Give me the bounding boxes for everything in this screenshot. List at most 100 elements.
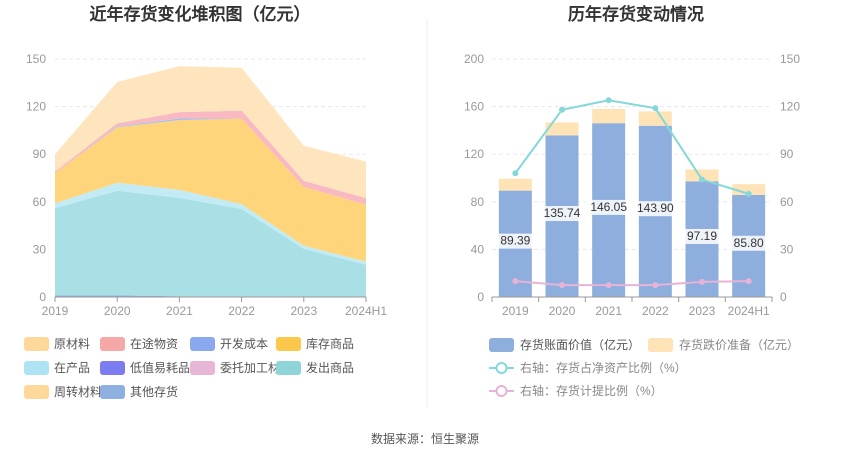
right-x-tick-label: 2021 bbox=[595, 304, 622, 318]
right-x-tick-label: 2023 bbox=[689, 304, 716, 318]
right-y-left-tick-label: 80 bbox=[471, 195, 485, 209]
point-asset-ratio bbox=[605, 97, 612, 104]
left-legend-swatch bbox=[100, 385, 125, 399]
bar-impairment bbox=[732, 184, 766, 195]
right-y-right-tick-label: 30 bbox=[780, 242, 794, 256]
legend-swatch-book-value bbox=[489, 338, 514, 352]
legend-marker-provision-ratio bbox=[495, 385, 508, 397]
legend-label-book-value[interactable]: 存货账面价值（亿元） bbox=[520, 337, 640, 352]
left-x-tick-label: 2019 bbox=[42, 304, 69, 318]
legend-label-provision-ratio[interactable]: 右轴：存货计提比例（%） bbox=[520, 383, 663, 398]
right-axis: 2019 2020 2021 2022 2023 2024H1 bbox=[491, 296, 773, 318]
bar-value-label-bg bbox=[585, 199, 632, 215]
left-x-tick-label: 2021 bbox=[166, 304, 193, 318]
left-x-tick-label: 2022 bbox=[228, 304, 255, 318]
right-line-series bbox=[512, 97, 752, 289]
right-y-left-tick-label: 120 bbox=[464, 147, 484, 161]
left-y-tick-label: 90 bbox=[33, 147, 47, 161]
right-bar-series: 89.39 135.74 146.05 143.90 97.19 85.80 bbox=[495, 108, 769, 297]
bar-value-label-bg bbox=[632, 201, 679, 217]
left-y-tick-label: 30 bbox=[33, 242, 47, 256]
bar-impairment bbox=[685, 169, 719, 182]
point-asset-ratio bbox=[512, 170, 519, 177]
legend-label-impairment[interactable]: 存货跌价准备（亿元） bbox=[679, 337, 799, 352]
point-asset-ratio bbox=[559, 106, 565, 113]
bar-impairment bbox=[592, 108, 626, 124]
right-x-tick-label: 2019 bbox=[502, 304, 529, 318]
left-legend-label[interactable]: 原材料 bbox=[54, 337, 90, 351]
left-y-tick-label: 60 bbox=[33, 195, 47, 209]
left-legend-label[interactable]: 其他存货 bbox=[130, 384, 178, 399]
area-series-3 bbox=[55, 118, 366, 262]
left-legend-swatch bbox=[100, 337, 125, 351]
left-legend-swatch bbox=[276, 337, 301, 351]
right-x-tick-label: 2022 bbox=[642, 304, 669, 318]
bar-impairment bbox=[638, 111, 672, 126]
point-provision-ratio bbox=[605, 282, 612, 289]
point-asset-ratio bbox=[652, 105, 659, 112]
legend-marker-asset-ratio bbox=[495, 362, 508, 374]
right-y-right-tick-label: 120 bbox=[780, 100, 800, 114]
right-y-right-tick-label: 0 bbox=[780, 290, 787, 304]
left-legend-swatch bbox=[190, 337, 215, 351]
left-legend-label[interactable]: 库存商品 bbox=[306, 336, 354, 351]
left-legend-swatch bbox=[276, 361, 301, 375]
stacked-area-chart: 近年存货变化堆积图（亿元） 0 30 60 90 120 150 2019 2020 2021… bbox=[24, 4, 387, 399]
right-x-tick-label: 2020 bbox=[549, 304, 576, 318]
left-legend-label[interactable]: 委托加工材料 bbox=[220, 361, 292, 375]
right-y-right-tick-label: 60 bbox=[780, 195, 794, 209]
bar-value-label: 89.39 bbox=[500, 234, 530, 248]
left-y-tick-label: 120 bbox=[26, 100, 46, 114]
left-x-tick-label: 2023 bbox=[290, 304, 317, 318]
left-legend-label[interactable]: 周转材料 bbox=[54, 384, 102, 399]
point-provision-ratio bbox=[512, 278, 519, 285]
right-y-left-tick-label: 0 bbox=[477, 290, 484, 304]
bar-value-label: 135.74 bbox=[544, 206, 581, 220]
bar-line-chart: 历年存货变动情况 0 40 80 120 160 200 0 30 60 90 120 150 89.… bbox=[464, 4, 800, 398]
point-provision-ratio bbox=[559, 282, 565, 289]
legend-label-asset-ratio[interactable]: 右轴：存货占净资产比例（%） bbox=[520, 360, 687, 375]
area-series-2 bbox=[55, 182, 366, 265]
left-legend-label[interactable]: 在产品 bbox=[54, 361, 90, 375]
left-area-series bbox=[55, 66, 366, 297]
left-y-tick-label: 0 bbox=[39, 290, 46, 304]
point-provision-ratio bbox=[699, 278, 705, 285]
left-legend-swatch bbox=[190, 361, 215, 375]
left-chart-title: 近年存货变化堆积图（亿元） bbox=[90, 4, 311, 24]
area-series-1 bbox=[55, 190, 366, 297]
left-axis: 2019 2020 2021 2022 2023 2024H1 bbox=[42, 296, 387, 318]
source-text: 数据来源：恒生聚源 bbox=[371, 431, 479, 446]
point-provision-ratio bbox=[745, 278, 752, 285]
left-legend-label[interactable]: 开发成本 bbox=[220, 336, 268, 351]
right-y-left-tick-label: 40 bbox=[471, 242, 485, 256]
bar-value-label-bg bbox=[495, 233, 535, 249]
left-legend-label[interactable]: 发出商品 bbox=[306, 360, 354, 375]
area-series-5 bbox=[55, 110, 366, 205]
point-asset-ratio bbox=[699, 176, 705, 183]
bar-value-label-bg bbox=[729, 235, 769, 251]
bar-value-label-bg bbox=[682, 228, 722, 244]
right-y-left-tick-label: 160 bbox=[464, 100, 484, 114]
line-asset-ratio bbox=[514, 99, 749, 195]
legend-swatch-impairment bbox=[648, 338, 673, 352]
left-legend-label[interactable]: 在途物资 bbox=[130, 336, 178, 351]
bar-value-label: 143.90 bbox=[637, 201, 674, 215]
left-legend-swatch bbox=[24, 361, 49, 375]
bar-value-label: 97.19 bbox=[687, 229, 717, 243]
left-y-tick-label: 150 bbox=[26, 52, 46, 66]
right-y-left-tick-label: 200 bbox=[464, 52, 484, 66]
point-provision-ratio bbox=[652, 282, 659, 289]
point-asset-ratio bbox=[745, 190, 752, 197]
right-y-right-tick-label: 90 bbox=[780, 147, 794, 161]
left-legend-swatch bbox=[24, 385, 49, 399]
right-y-right-tick-label: 150 bbox=[780, 52, 800, 66]
left-legend-label[interactable]: 低值易耗品 bbox=[130, 360, 190, 375]
line-provision-ratio bbox=[515, 280, 749, 287]
bar-impairment bbox=[498, 178, 532, 191]
right-legend[interactable]: 存货账面价值（亿元） 存货跌价准备（亿元） 右轴：存货占净资产比例（%） 右轴：… bbox=[489, 337, 799, 398]
left-x-tick-label: 2024H1 bbox=[345, 304, 387, 318]
bar-value-label-bg bbox=[539, 206, 585, 222]
left-legend-swatch bbox=[24, 337, 49, 351]
